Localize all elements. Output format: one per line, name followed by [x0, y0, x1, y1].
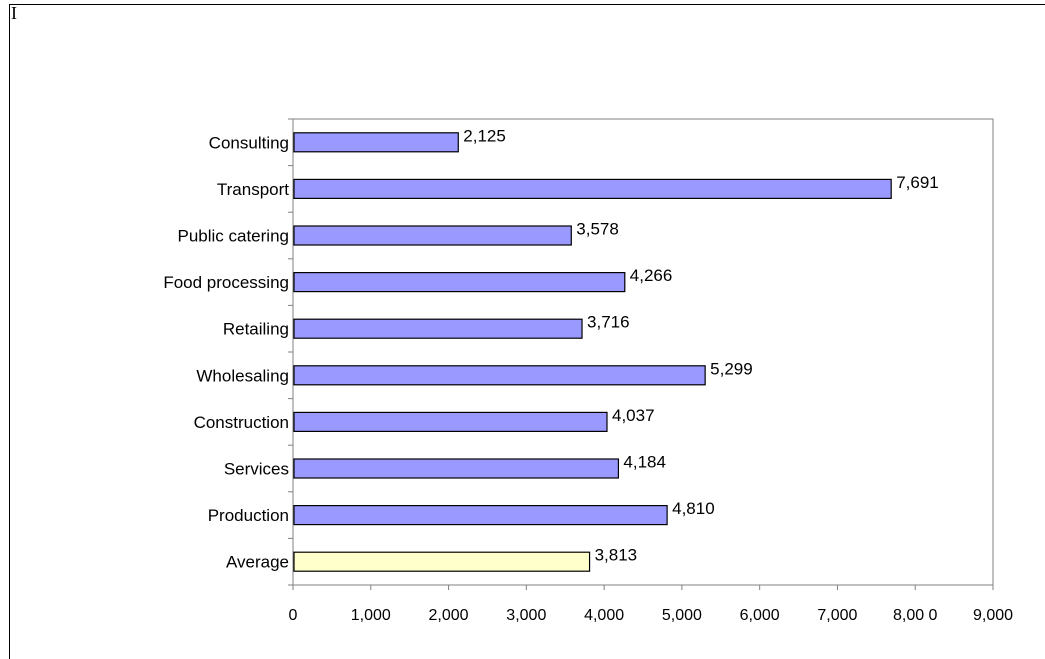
bar-retailing: [293, 318, 583, 339]
category-label-food-processing: Food processing: [163, 273, 289, 292]
category-label-public-catering: Public catering: [177, 227, 289, 246]
bar-consulting: [293, 132, 459, 153]
bar-public-catering: [293, 225, 572, 246]
value-label-retailing: 3,716: [587, 313, 630, 332]
corner-mark: I: [11, 3, 17, 23]
x-tick-label: 3,000: [506, 607, 546, 624]
value-label-consulting: 2,125: [463, 126, 506, 145]
x-tick-label: 7,000: [817, 607, 857, 624]
x-tick-label: 1,000: [351, 607, 391, 624]
x-tick-label: 9,000: [973, 607, 1013, 624]
x-tick-label: 5,000: [662, 607, 702, 624]
category-label-services: Services: [224, 460, 289, 479]
value-label-food-processing: 4,266: [630, 266, 673, 285]
value-label-construction: 4,037: [612, 406, 655, 425]
x-tick-label: 6,000: [740, 607, 780, 624]
category-label-average: Average: [226, 553, 289, 572]
value-label-average: 3,813: [595, 546, 638, 565]
value-label-public-catering: 3,578: [576, 220, 619, 239]
bar-construction: [293, 411, 608, 432]
bar-average: [293, 551, 591, 572]
bar-food-processing: [293, 272, 626, 293]
x-tick-label: 4,000: [584, 607, 624, 624]
value-label-transport: 7,691: [896, 173, 939, 192]
category-labels: Consulting Transport Public catering Food p…: [163, 133, 289, 571]
value-label-services: 4,184: [623, 453, 666, 472]
x-axis: 0 1,000 2,000 3,000 4,000 5,000 6,000 7,000 8,00…: [288, 118, 1013, 624]
value-label-production: 4,810: [672, 499, 715, 518]
value-labels: 2,125 7,691 3,578 4,266 3,716 5,299 4,037 4,184…: [463, 126, 938, 564]
bar-transport: [293, 178, 892, 199]
category-label-wholesaling: Wholesaling: [196, 366, 289, 385]
category-label-transport: Transport: [217, 180, 289, 199]
bar-wholesaling: [293, 365, 706, 386]
x-tick-label: 2,000: [429, 607, 469, 624]
x-tick-label: 0: [289, 607, 298, 624]
value-label-wholesaling: 5,299: [710, 359, 753, 378]
category-label-construction: Construction: [194, 413, 289, 432]
bar-production: [293, 505, 668, 526]
category-label-retailing: Retailing: [223, 320, 289, 339]
category-label-production: Production: [208, 506, 289, 525]
x-tick-label: 8,00 0: [893, 607, 938, 624]
bar-services: [293, 458, 620, 479]
category-label-consulting: Consulting: [209, 133, 289, 152]
chart-frame: I: [9, 3, 1045, 659]
bars-group: [293, 132, 892, 572]
